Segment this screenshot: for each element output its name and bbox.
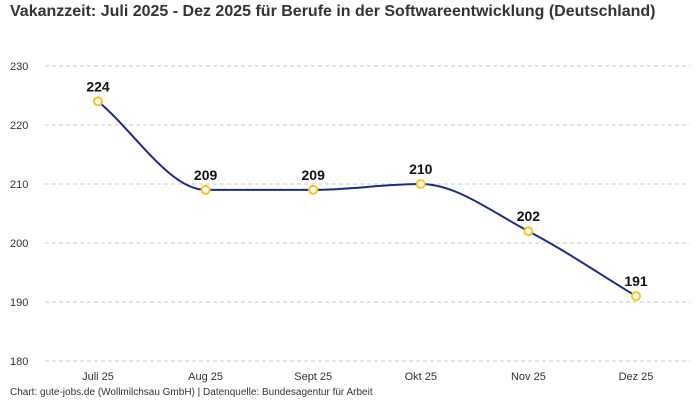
data-label: 202 [517, 208, 541, 224]
data-label: 224 [86, 78, 110, 94]
data-point [308, 184, 319, 195]
data-point [631, 291, 641, 302]
y-tick-label: 190 [10, 297, 28, 309]
y-tick-label: 200 [10, 238, 28, 250]
data-label: 191 [624, 273, 648, 289]
data-label: 210 [409, 161, 433, 177]
y-tick-label: 220 [10, 120, 28, 132]
y-tick-label: 210 [10, 179, 28, 191]
data-point [415, 179, 426, 189]
x-tick-label: Nov 25 [511, 371, 546, 383]
data-point [93, 96, 103, 107]
data-point [523, 226, 534, 237]
x-tick-label: Aug 25 [188, 371, 223, 383]
data-point [200, 184, 211, 195]
x-tick-label: Dez 25 [619, 371, 654, 383]
x-tick-label: Sept 25 [294, 371, 332, 383]
data-label: 209 [194, 167, 218, 183]
y-tick-label: 230 [10, 61, 28, 73]
data-label: 209 [302, 167, 326, 183]
chart-title: Vakanzzeit: Juli 2025 - Dez 2025 für Ber… [10, 3, 656, 20]
x-tick-label: Okt 25 [405, 371, 437, 383]
chart-footer: Chart: gute-jobs.de (Wollmilchsau GmbH) … [10, 387, 373, 398]
y-tick-label: 180 [10, 356, 28, 368]
series-line [97, 100, 637, 297]
x-tick-label: Juli 25 [82, 371, 114, 383]
